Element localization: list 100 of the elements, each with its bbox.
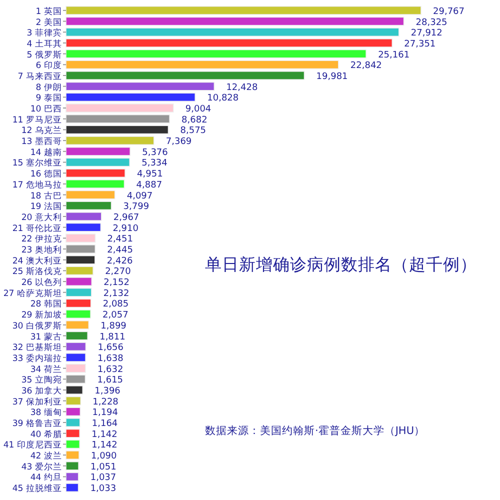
bar bbox=[66, 277, 92, 286]
y-tick-label: 38 缅甸 bbox=[30, 407, 62, 418]
bar bbox=[66, 288, 92, 297]
data-label: 8,575 bbox=[180, 126, 206, 136]
bar bbox=[66, 418, 80, 427]
y-tick-label: 44 约旦 bbox=[30, 472, 62, 484]
y-tick-label: 31 蒙古 bbox=[30, 331, 62, 342]
data-label: 1,615 bbox=[97, 376, 124, 386]
data-label: 2,451 bbox=[107, 234, 133, 245]
y-tick-label: 9 泰国 bbox=[36, 92, 62, 104]
y-tick-label: 17 危地马拉 bbox=[12, 179, 62, 190]
y-tick-label: 24 澳大利亚 bbox=[12, 255, 62, 266]
bar bbox=[66, 6, 422, 15]
data-label: 1,811 bbox=[100, 332, 126, 342]
bar bbox=[66, 28, 400, 37]
data-label: 1,396 bbox=[94, 386, 121, 396]
data-label: 8,682 bbox=[182, 115, 208, 126]
data-label: 10,828 bbox=[207, 94, 239, 104]
data-label: 2,132 bbox=[103, 288, 130, 299]
bar bbox=[66, 331, 88, 340]
y-tick-label: 23 奥地利 bbox=[21, 244, 62, 256]
bar bbox=[66, 168, 126, 178]
y-tick-label: 45 拉脱维亚 bbox=[12, 483, 62, 494]
text: 单日新增确诊病例数排名（超千例） bbox=[205, 255, 477, 274]
data-label: 5,376 bbox=[142, 148, 168, 158]
y-tick-label: 39 格鲁吉亚 bbox=[12, 418, 62, 430]
y-tick-label: 20 意大利 bbox=[21, 212, 62, 223]
data-label: 22,842 bbox=[350, 61, 382, 72]
data-label: 1,632 bbox=[97, 364, 124, 375]
y-tick-label: 6 印度 bbox=[36, 60, 62, 72]
bar bbox=[66, 71, 305, 80]
y-tick-label: 12 乌克兰 bbox=[21, 125, 62, 136]
y-tick-label: 36 加拿大 bbox=[21, 385, 62, 396]
y-tick-label: 32 巴基斯坦 bbox=[12, 342, 62, 354]
y-tick-label: 41 印度尼西亚 bbox=[3, 440, 62, 451]
bar bbox=[66, 461, 79, 470]
bar bbox=[66, 212, 102, 221]
data-label: 28,325 bbox=[416, 18, 448, 28]
data-label: 1,033 bbox=[90, 484, 116, 494]
bar bbox=[66, 136, 154, 146]
y-tick-label: 43 爱尔兰 bbox=[21, 461, 62, 472]
data-label: 4,887 bbox=[136, 180, 162, 190]
data-label: 3,799 bbox=[123, 202, 150, 212]
data-label: 9,004 bbox=[185, 104, 212, 115]
data-label: 25,161 bbox=[378, 50, 410, 60]
bar bbox=[66, 244, 96, 254]
bar bbox=[66, 158, 130, 167]
data-label: 2,445 bbox=[107, 246, 133, 256]
bar bbox=[66, 298, 92, 308]
y-tick-label: 4 土耳其 bbox=[26, 38, 62, 50]
bar bbox=[66, 472, 79, 482]
data-label: 19,981 bbox=[316, 72, 348, 82]
y-tick-label: 10 巴西 bbox=[30, 104, 62, 115]
y-tick-label: 33 委内瑞拉 bbox=[12, 352, 62, 364]
data-label: 12,428 bbox=[226, 82, 258, 93]
y-tick-label: 5 俄罗斯 bbox=[26, 49, 62, 60]
data-label: 2,152 bbox=[104, 278, 130, 288]
data-label: 1,051 bbox=[90, 462, 116, 472]
y-tick-label: 1 英国 bbox=[36, 6, 62, 17]
y-tick-label: 27 哈萨克斯坦 bbox=[3, 288, 62, 299]
data-label: 1,899 bbox=[100, 321, 127, 332]
data-label: 4,951 bbox=[137, 170, 163, 180]
bar bbox=[66, 38, 393, 48]
y-tick-label: 18 古巴 bbox=[30, 190, 62, 202]
data-label: 27,351 bbox=[404, 39, 436, 50]
data-label: 4,097 bbox=[126, 191, 153, 202]
bar bbox=[66, 342, 86, 352]
y-tick-label: 34 荷兰 bbox=[30, 364, 62, 375]
bar bbox=[66, 16, 404, 26]
y-tick-label: 26 以色列 bbox=[21, 277, 62, 288]
y-tick-label: 11 罗马尼亚 bbox=[12, 114, 62, 126]
data-label: 29,767 bbox=[433, 6, 464, 17]
y-tick-label: 35 立陶宛 bbox=[21, 374, 62, 386]
y-tick-label: 25 斯洛伐克 bbox=[12, 266, 62, 278]
y-tick-label: 7 马来西亚 bbox=[18, 70, 62, 82]
y-tick-label: 29 新加坡 bbox=[21, 310, 62, 321]
y-tick-label: 22 伊拉克 bbox=[21, 234, 62, 245]
bar bbox=[66, 104, 174, 112]
annotation: 数据来源：美国约翰斯·霍普金斯大学（JHU） bbox=[205, 424, 426, 437]
y-tick-label: 21 哥伦比亚 bbox=[12, 222, 62, 234]
data-label: 2,057 bbox=[102, 310, 128, 321]
y-tick-label: 2 美国 bbox=[36, 16, 62, 28]
bar bbox=[66, 320, 90, 330]
bar bbox=[66, 386, 84, 394]
y-tick-label: 19 法国 bbox=[30, 201, 62, 212]
y-tick-label: 15 塞尔维亚 bbox=[12, 158, 62, 169]
data-label: 1,142 bbox=[92, 440, 118, 451]
bar bbox=[66, 310, 91, 319]
data-label: 2,426 bbox=[106, 256, 133, 266]
data-label: 1,142 bbox=[92, 430, 118, 440]
data-label: 1,164 bbox=[92, 419, 118, 430]
y-tick-label: 28 韩国 bbox=[30, 298, 62, 310]
y-tick-label: 16 德国 bbox=[30, 168, 62, 180]
data-label: 2,967 bbox=[113, 212, 140, 223]
data-label: 1,638 bbox=[98, 354, 124, 364]
data-label: 1,194 bbox=[92, 408, 118, 418]
y-tick-label: 37 保加利亚 bbox=[12, 396, 62, 408]
data-label: 1,037 bbox=[90, 473, 116, 484]
data-label: 5,334 bbox=[142, 158, 168, 169]
data-label: 27,912 bbox=[410, 28, 442, 39]
